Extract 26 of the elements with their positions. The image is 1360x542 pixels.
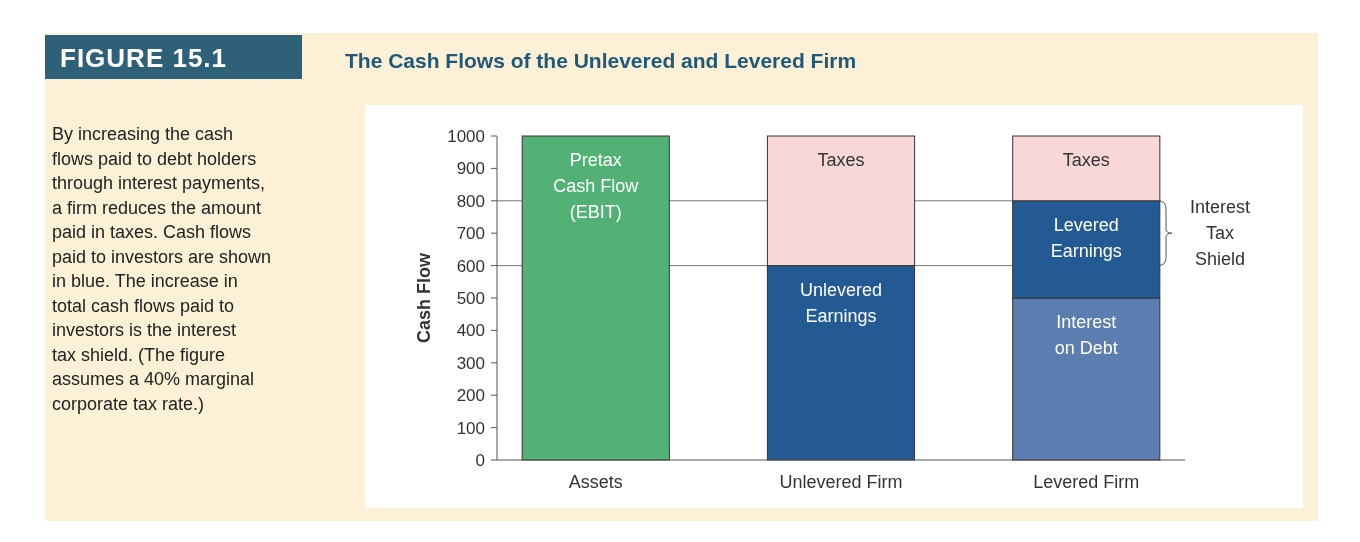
y-axis-title: Cash Flow <box>414 252 434 344</box>
series-label: Taxes <box>817 150 865 170</box>
y-tick-label: 400 <box>456 321 485 341</box>
x-tick-label: Assets <box>568 472 623 492</box>
text: Interest Tax Shield <box>1189 197 1251 270</box>
series-label: Unlevered Earnings <box>799 279 883 326</box>
series-label: Pretax Cash Flow (EBIT) <box>553 150 640 222</box>
text: By increasing the cash flows paid to debt holders through interest payments, a firm reduces the amount paid in taxes. Cash flows paid to investors are shown in blue. The increase in total cash flows paid to investors is the interest tax shield. (The figure assumes a 40% marginal corporate tax rate.) <box>52 124 272 414</box>
series-label: Interest on Debt <box>1054 312 1118 358</box>
x-tick-label: Unlevered Firm <box>779 472 903 492</box>
y-tick-label: 0 <box>475 451 485 470</box>
text: Taxes <box>1062 150 1110 170</box>
x-tick-label: Levered Firm <box>1033 472 1140 492</box>
caption: FIGURE 15.1 <box>60 43 228 73</box>
y-tick-label: 600 <box>456 256 485 276</box>
y-tick-label: 900 <box>456 159 485 179</box>
y-tick-label: 500 <box>456 289 485 308</box>
y-tick-label: 100 <box>456 418 485 438</box>
y-tick-label: 200 <box>456 386 485 406</box>
chart-title: The Cash Flows of the Unlevered and Levered Firm <box>345 49 857 72</box>
series-label: Levered Earnings <box>1050 214 1122 261</box>
y-tick-label: 1000 <box>447 127 485 146</box>
bar <box>521 135 670 461</box>
y-tick-label: 800 <box>456 191 485 211</box>
y-tick-label: 300 <box>456 353 485 373</box>
y-tick-label: 700 <box>456 224 485 244</box>
